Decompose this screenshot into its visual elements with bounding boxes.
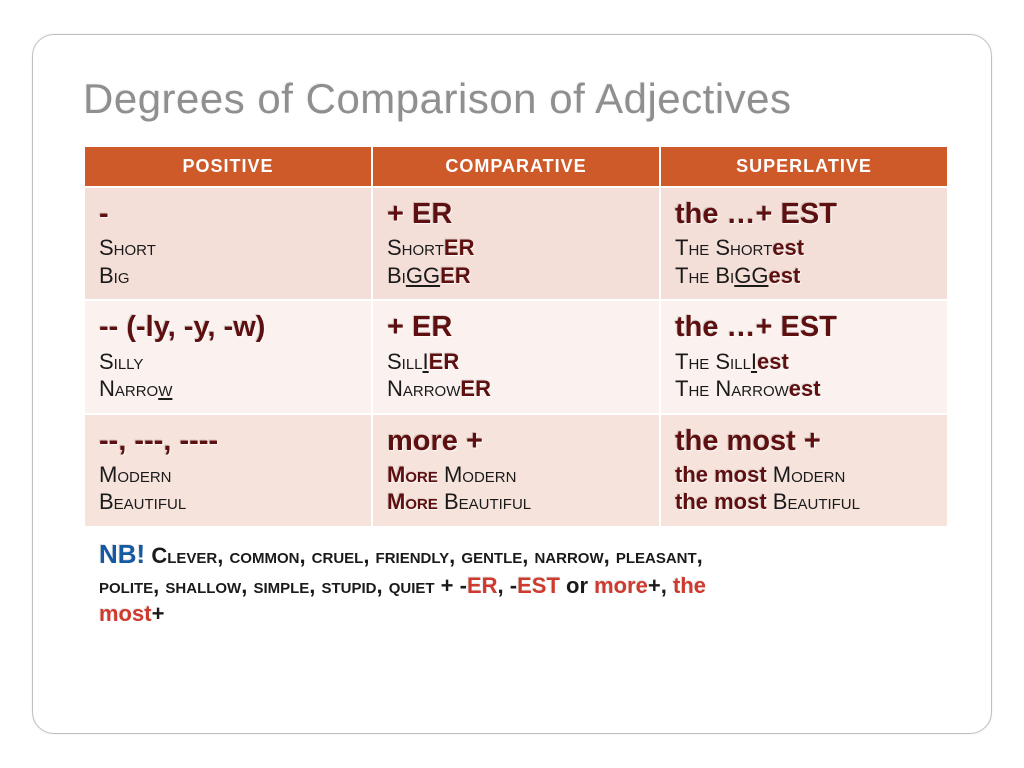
cell-positive: --, ---, ---- Modern Beautiful bbox=[84, 414, 372, 527]
rule-text: the most + bbox=[675, 423, 933, 459]
header-comparative: COMPARATIVE bbox=[372, 146, 660, 187]
table-row-note: NB! Clever, common, cruel, friendly, gen… bbox=[84, 527, 948, 644]
cell-positive: -- (-ly, -y, -w) Silly Narrow bbox=[84, 300, 372, 413]
example-text: Short bbox=[99, 234, 357, 262]
example-text: SillIER bbox=[387, 348, 645, 376]
example-text: Modern bbox=[99, 461, 357, 489]
slide-title: Degrees of Comparison of Adjectives bbox=[83, 75, 949, 123]
example-text: The BiGGest bbox=[675, 262, 933, 290]
rule-text: the …+ EST bbox=[675, 309, 933, 345]
rule-text: + ER bbox=[387, 309, 645, 345]
rule-text: + ER bbox=[387, 196, 645, 232]
rule-text: more + bbox=[387, 423, 645, 459]
cell-superlative: the …+ EST The Shortest The BiGGest bbox=[660, 187, 948, 300]
rule-text: - bbox=[99, 196, 357, 232]
slide: Degrees of Comparison of Adjectives POSI… bbox=[32, 34, 992, 734]
header-superlative: SUPERLATIVE bbox=[660, 146, 948, 187]
example-text: the most Beautiful bbox=[675, 488, 933, 516]
cell-comparative: + ER ShortER BiGGER bbox=[372, 187, 660, 300]
example-text: Silly bbox=[99, 348, 357, 376]
rule-text: the …+ EST bbox=[675, 196, 933, 232]
example-text: The Narrowest bbox=[675, 375, 933, 403]
cell-comparative: + ER SillIER NarrowER bbox=[372, 300, 660, 413]
table-row: - Short Big + ER ShortER BiGGER the …+ E… bbox=[84, 187, 948, 300]
example-text: The Shortest bbox=[675, 234, 933, 262]
example-text: Beautiful bbox=[99, 488, 357, 516]
cell-positive: - Short Big bbox=[84, 187, 372, 300]
cell-comparative: more + More Modern More Beautiful bbox=[372, 414, 660, 527]
example-text: ShortER bbox=[387, 234, 645, 262]
rule-text: --, ---, ---- bbox=[99, 423, 357, 459]
table-row: -- (-ly, -y, -w) Silly Narrow + ER SillI… bbox=[84, 300, 948, 413]
cell-note: NB! Clever, common, cruel, friendly, gen… bbox=[84, 527, 948, 644]
example-text: The SillIest bbox=[675, 348, 933, 376]
table-row: --, ---, ---- Modern Beautiful more + Mo… bbox=[84, 414, 948, 527]
example-text: NarrowER bbox=[387, 375, 645, 403]
example-text: Narrow bbox=[99, 375, 357, 403]
nb-tag: NB! bbox=[99, 539, 145, 569]
note-text: NB! Clever, common, cruel, friendly, gen… bbox=[99, 543, 706, 626]
example-text: More Modern bbox=[387, 461, 645, 489]
example-text: BiGGER bbox=[387, 262, 645, 290]
example-text: the most Modern bbox=[675, 461, 933, 489]
cell-superlative: the …+ EST The SillIest The Narrowest bbox=[660, 300, 948, 413]
rule-text: -- (-ly, -y, -w) bbox=[99, 309, 357, 345]
example-text: More Beautiful bbox=[387, 488, 645, 516]
cell-superlative: the most + the most Modern the most Beau… bbox=[660, 414, 948, 527]
comparison-table: POSITIVE COMPARATIVE SUPERLATIVE - Short… bbox=[83, 145, 949, 645]
table-header-row: POSITIVE COMPARATIVE SUPERLATIVE bbox=[84, 146, 948, 187]
example-text: Big bbox=[99, 262, 357, 290]
header-positive: POSITIVE bbox=[84, 146, 372, 187]
